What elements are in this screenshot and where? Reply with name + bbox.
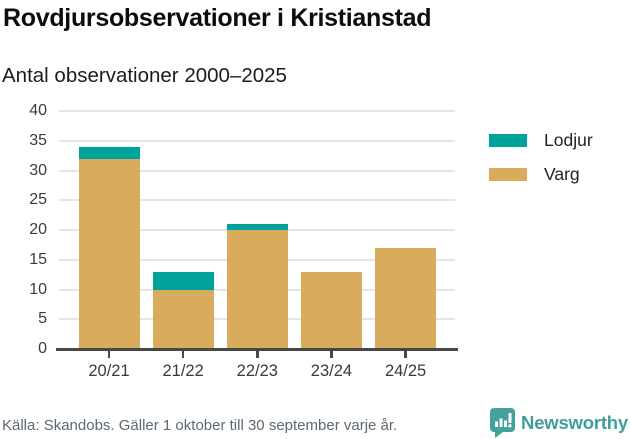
y-tick-label: 20 bbox=[29, 221, 47, 238]
legend-item: Lodjur bbox=[489, 130, 593, 151]
chart-area: 20/21 21/22 22/23 23/24 24/25 0 5 10 15 20 25 30 35… bbox=[0, 102, 631, 404]
legend-label: Varg bbox=[544, 164, 580, 184]
gridline bbox=[59, 169, 455, 172]
brand-name: Newsworthy bbox=[521, 411, 628, 433]
legend-item: Varg bbox=[489, 164, 593, 185]
bar bbox=[226, 224, 288, 349]
y-tick-label: 5 bbox=[38, 310, 47, 328]
bar-segment-varg bbox=[375, 247, 437, 349]
x-axis-tick bbox=[330, 351, 333, 358]
gridline bbox=[59, 110, 455, 112]
x-axis-tick bbox=[107, 351, 111, 358]
x-axis-tick bbox=[181, 351, 185, 358]
bar-segment-varg bbox=[300, 271, 362, 349]
page-title: Rovdjursobservationer i Kristianstad bbox=[3, 4, 432, 32]
legend-swatch bbox=[489, 168, 527, 181]
chart-subtitle: Antal observationer 2000–2025 bbox=[2, 64, 287, 87]
y-tick-label: 0 bbox=[38, 340, 47, 357]
bar-segment-varg bbox=[226, 230, 288, 349]
x-tick-label: 23/24 bbox=[310, 362, 353, 380]
x-tick-label: 24/25 bbox=[384, 362, 427, 380]
bar-segment-varg bbox=[152, 289, 214, 349]
x-tick-label: 20/21 bbox=[88, 362, 130, 380]
plot-area: 20/21 21/22 22/23 23/24 24/25 bbox=[56, 110, 458, 380]
y-tick-label: 35 bbox=[29, 131, 47, 149]
source-note: Källa: Skandobs. Gäller 1 oktober till 3… bbox=[2, 417, 398, 434]
x-tick-label: 21/22 bbox=[162, 362, 204, 380]
bar bbox=[78, 146, 140, 349]
legend: Lodjur Varg bbox=[489, 130, 593, 198]
legend-swatch bbox=[489, 134, 527, 147]
bar-segment-lodjur bbox=[78, 146, 140, 159]
y-tick-label: 40 bbox=[29, 102, 47, 119]
newsworthy-logo-icon bbox=[490, 407, 516, 438]
gridline bbox=[59, 139, 455, 142]
bar-segment-varg bbox=[78, 158, 140, 349]
y-tick-label: 25 bbox=[29, 191, 47, 209]
y-tick-label: 10 bbox=[29, 280, 47, 298]
x-axis-tick bbox=[256, 351, 259, 358]
bar bbox=[152, 271, 214, 349]
gridline bbox=[59, 199, 455, 202]
legend-label: Lodjur bbox=[544, 130, 593, 150]
bar bbox=[300, 271, 362, 349]
brand: Newsworthy bbox=[490, 406, 628, 439]
bar-segment-lodjur bbox=[152, 271, 214, 290]
y-tick-label: 30 bbox=[29, 161, 47, 179]
bar-segment-lodjur bbox=[226, 224, 288, 230]
x-tick-label: 22/23 bbox=[236, 362, 278, 380]
footer: Källa: Skandobs. Gäller 1 oktober till 3… bbox=[0, 406, 631, 439]
x-axis-line bbox=[56, 348, 458, 351]
bar bbox=[375, 247, 437, 349]
x-axis-tick bbox=[404, 351, 407, 358]
y-tick-label: 15 bbox=[29, 250, 47, 268]
